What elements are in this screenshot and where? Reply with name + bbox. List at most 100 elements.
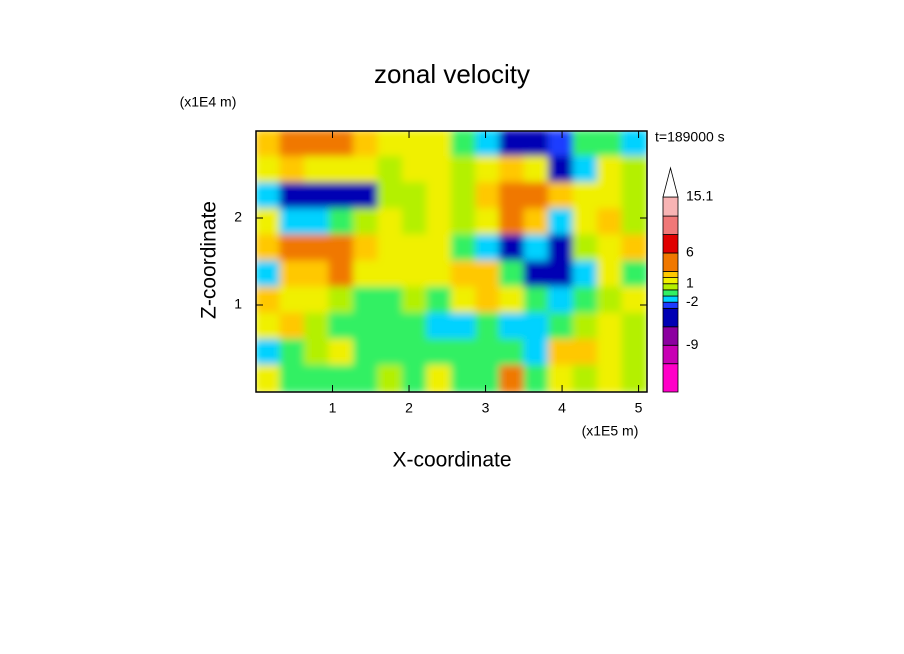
field-cell <box>523 364 551 392</box>
field-cell <box>548 286 575 315</box>
field-cell <box>572 234 600 263</box>
field-cell <box>352 286 380 315</box>
field-cell <box>475 260 502 289</box>
field-cell <box>572 338 600 367</box>
field-cell <box>303 131 331 159</box>
field-cell <box>279 364 306 392</box>
field-cell <box>450 234 478 263</box>
field-cell <box>377 234 404 263</box>
field-cell <box>426 338 453 367</box>
field-cell <box>352 364 380 392</box>
y-axis-label: Z-coordinate <box>198 201 221 319</box>
field-cell <box>475 364 502 392</box>
field-cell <box>401 260 429 289</box>
colorbar-bin <box>662 289 679 297</box>
field-cell <box>279 338 306 367</box>
field-cell <box>256 156 282 185</box>
field-cell <box>597 364 624 392</box>
field-cell <box>401 131 429 159</box>
colorbar-bin <box>662 196 679 217</box>
field-cell <box>426 286 453 315</box>
field-cell <box>572 156 600 185</box>
field-cell <box>279 156 306 185</box>
field-cell <box>475 156 502 185</box>
colorbar-bin <box>662 307 679 328</box>
field-cell <box>426 131 453 159</box>
time-label: t=189000 s <box>655 129 725 145</box>
field-cell <box>377 338 404 367</box>
colorbar-bin <box>662 295 679 303</box>
field <box>256 131 647 392</box>
colorbar-bin <box>662 326 679 346</box>
field-cell <box>256 131 282 159</box>
colorbar-tick-label: 15.1 <box>686 188 713 204</box>
field-cell <box>401 364 429 392</box>
field-cell <box>303 208 331 237</box>
field-cell <box>279 131 306 159</box>
field-cell <box>450 312 478 341</box>
field-cell <box>303 182 331 211</box>
field-cell <box>279 312 306 341</box>
y-multiplier: (x1E4 m) <box>180 94 237 110</box>
field-cell <box>450 260 478 289</box>
field-cell <box>475 234 502 263</box>
field-cell <box>597 234 624 263</box>
x-tick-label: 5 <box>635 400 643 416</box>
field-cell <box>621 260 647 289</box>
field-cell <box>450 364 478 392</box>
field-cell <box>279 208 306 237</box>
colorbar-bin <box>662 215 679 235</box>
field-cell <box>279 182 306 211</box>
field-cell <box>401 156 429 185</box>
x-multiplier: (x1E5 m) <box>582 423 639 439</box>
field-cell <box>621 182 647 211</box>
field-cell <box>548 338 575 367</box>
field-cell <box>597 156 624 185</box>
field-cell <box>499 182 526 211</box>
field-cell <box>450 156 478 185</box>
field-cell <box>548 156 575 185</box>
field-cell <box>548 182 575 211</box>
field-cell <box>352 234 380 263</box>
field-cell <box>475 286 502 315</box>
field-cell <box>499 286 526 315</box>
field-cell <box>256 364 282 392</box>
field-cell <box>475 338 502 367</box>
field-cell <box>401 312 429 341</box>
field-cell <box>256 286 282 315</box>
field-cell <box>426 260 453 289</box>
field-cell <box>523 260 551 289</box>
field-cell <box>548 312 575 341</box>
y-tick-label: 2 <box>234 209 242 225</box>
field-cell <box>352 208 380 237</box>
field-cell <box>523 208 551 237</box>
field-cell <box>401 234 429 263</box>
field-cell <box>621 131 647 159</box>
field-cell <box>377 364 404 392</box>
field-cell <box>499 234 526 263</box>
field-cell <box>352 312 380 341</box>
colorbar-bin <box>662 344 679 365</box>
field-cell <box>499 338 526 367</box>
field-cell <box>303 286 331 315</box>
field-cell <box>450 182 478 211</box>
field-cell <box>377 156 404 185</box>
field-cell <box>328 182 355 211</box>
field-cell <box>328 338 355 367</box>
field-cell <box>621 364 647 392</box>
field-cell <box>377 182 404 211</box>
colorbar-bin <box>662 363 679 393</box>
colorbar-tick-label: -9 <box>686 336 699 352</box>
field-cell <box>328 156 355 185</box>
field-cell <box>426 208 453 237</box>
field-cell <box>499 312 526 341</box>
field-cell <box>377 312 404 341</box>
field-cell <box>548 260 575 289</box>
field-cell <box>572 208 600 237</box>
field-cell <box>256 234 282 263</box>
field-cell <box>597 286 624 315</box>
field-cell <box>450 286 478 315</box>
field-cell <box>597 338 624 367</box>
field-cell <box>621 312 647 341</box>
